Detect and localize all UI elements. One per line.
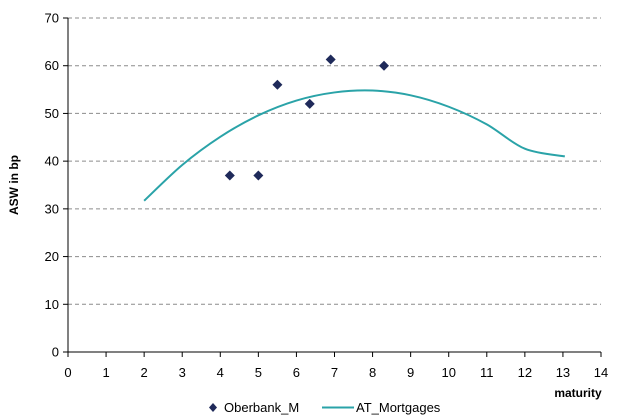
- data-point-oberbank: [253, 170, 264, 181]
- y-tick-label: 60: [45, 58, 59, 73]
- x-axis-title: maturity: [554, 386, 602, 400]
- x-tick-label: 8: [369, 365, 376, 380]
- x-tick-label: 11: [480, 365, 494, 380]
- series-points-group: [224, 54, 389, 181]
- y-tick-label: 30: [45, 201, 59, 216]
- x-tick-label: 14: [594, 365, 608, 380]
- legend: Oberbank_M AT_Mortgages: [209, 400, 441, 415]
- data-point-oberbank: [224, 170, 235, 181]
- series-line-at-mortgages: [143, 89, 566, 202]
- x-tick-label: 13: [556, 365, 570, 380]
- x-tick-label: 2: [141, 365, 148, 380]
- y-tick-label: 50: [45, 106, 59, 121]
- x-tick-label: 6: [293, 365, 300, 380]
- y-tick-label: 70: [45, 11, 59, 26]
- y-tick-labels: 0 10 20 30 40 50 60 70: [45, 11, 59, 360]
- axes: [63, 17, 602, 357]
- x-tick-label: 9: [407, 365, 414, 380]
- grid: [68, 17, 601, 305]
- y-tick-label: 10: [45, 297, 59, 312]
- legend-diamond-icon: [209, 403, 217, 412]
- y-axis-title: ASW in bp: [7, 155, 21, 215]
- x-tick-label: 5: [255, 365, 262, 380]
- x-tick-label: 1: [102, 365, 109, 380]
- y-tick-label: 0: [52, 345, 59, 360]
- legend-label-oberbank: Oberbank_M: [224, 400, 299, 415]
- data-point-oberbank: [378, 60, 389, 71]
- x-tick-label: 10: [441, 365, 455, 380]
- data-point-oberbank: [325, 54, 336, 65]
- x-tick-label: 12: [518, 365, 532, 380]
- series-line-group: [143, 89, 566, 202]
- x-tick-label: 7: [331, 365, 338, 380]
- legend-label-at-mortgages: AT_Mortgages: [356, 400, 441, 415]
- data-point-oberbank: [272, 79, 283, 90]
- y-tick-label: 40: [45, 154, 59, 169]
- x-tick-labels: 0 1 2 3 4 5 6 7 8 9 10 11 12 13 14: [64, 365, 608, 380]
- data-point-oberbank: [304, 98, 315, 109]
- x-tick-label: 4: [217, 365, 224, 380]
- y-tick-label: 20: [45, 249, 59, 264]
- x-tick-label: 0: [64, 365, 71, 380]
- x-tick-label: 3: [179, 365, 186, 380]
